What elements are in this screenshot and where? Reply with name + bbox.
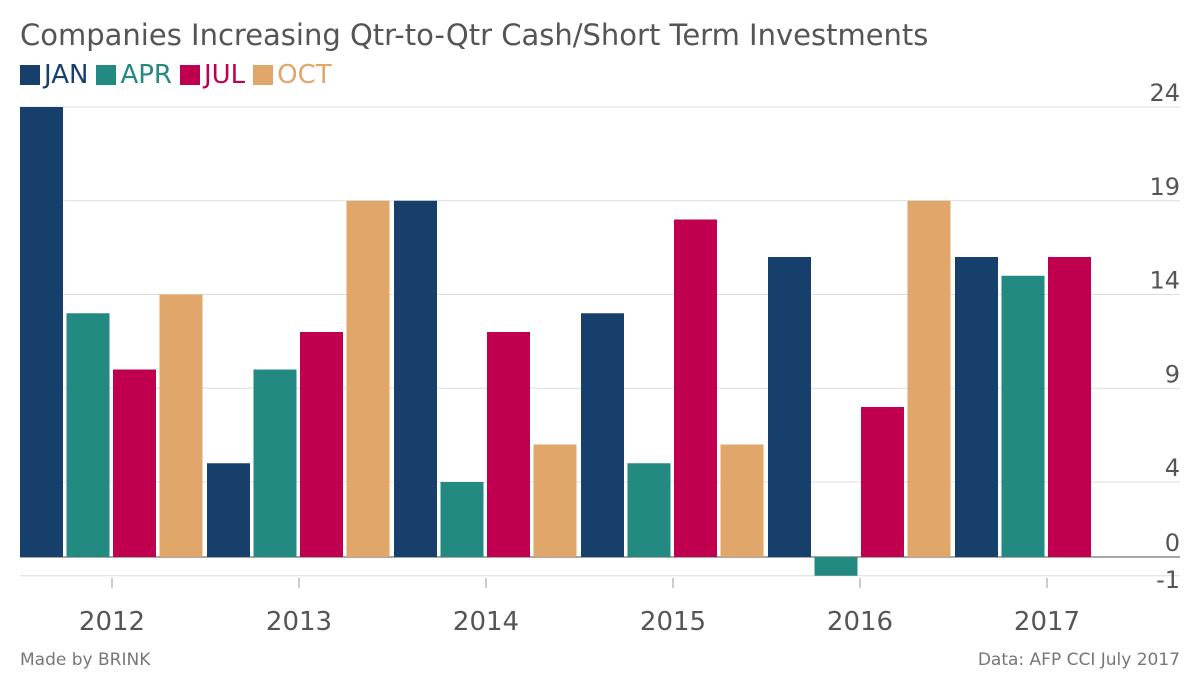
y-tick-label: 4 [1165,454,1180,482]
bar-jul-2014 [487,332,530,557]
legend: JAN APR JUL OCT [20,60,340,90]
bar-jul-2016 [861,407,904,557]
legend-label: APR [120,60,172,90]
bar-jan-2013 [207,463,250,557]
bar-jan-2015 [581,313,624,557]
bar-jan-2017 [955,257,998,557]
bar-jul-2013 [300,332,343,557]
legend-item-jan: JAN [20,60,88,90]
bar-oct-2016 [907,200,951,557]
legend-item-apr: APR [96,60,172,90]
chart-title: Companies Increasing Qtr-to-Qtr Cash/Sho… [20,18,929,52]
legend-item-jul: JUL [179,60,246,90]
bar-oct-2015 [720,444,764,557]
legend-label: JUL [203,60,246,90]
x-tick-label: 2015 [640,607,706,637]
bar-oct-2014 [533,444,577,557]
legend-label: JAN [44,60,89,90]
y-tick-label: 19 [1149,173,1180,201]
bar-apr-2016 [814,557,858,576]
x-tick-label: 2013 [266,607,332,637]
legend-swatch [253,65,274,85]
bar-apr-2015 [627,463,671,557]
bar-jul-2015 [674,219,717,557]
y-tick-label: 24 [1149,79,1180,107]
bar-apr-2013 [253,369,297,557]
bar-oct-2012 [159,294,203,557]
bar-jan-2012 [20,107,63,557]
x-tick-label: 2017 [1014,607,1080,637]
y-tick-label: 14 [1149,267,1180,295]
bar-jan-2016 [768,257,811,557]
y-tick-label: -1 [1156,566,1180,594]
y-tick-label: 0 [1165,529,1180,557]
bar-jan-2014 [394,200,437,557]
x-tick-label: 2012 [79,607,145,637]
y-tick-label: 9 [1165,360,1180,388]
bar-oct-2013 [346,200,390,557]
bar-apr-2014 [440,482,484,557]
legend-item-oct: OCT [253,60,332,90]
legend-swatch [96,65,117,85]
source-text: Data: AFP CCI July 2017 [977,650,1180,670]
x-tick-label: 2016 [827,607,893,637]
bar-apr-2017 [1001,275,1045,557]
bar-jul-2017 [1048,257,1091,557]
legend-label: OCT [277,60,332,90]
axis-labels: 24 19 14 9 4 0 -1 2012 2013 2014 2015 2016 2017 [79,79,1180,637]
x-tick-label: 2014 [453,607,519,637]
credit-text: Made by BRINK [20,650,151,670]
bars [20,107,1091,576]
legend-swatch [179,65,200,85]
bar-apr-2012 [66,313,110,557]
bar-jul-2012 [113,369,156,557]
legend-swatch [20,65,40,85]
